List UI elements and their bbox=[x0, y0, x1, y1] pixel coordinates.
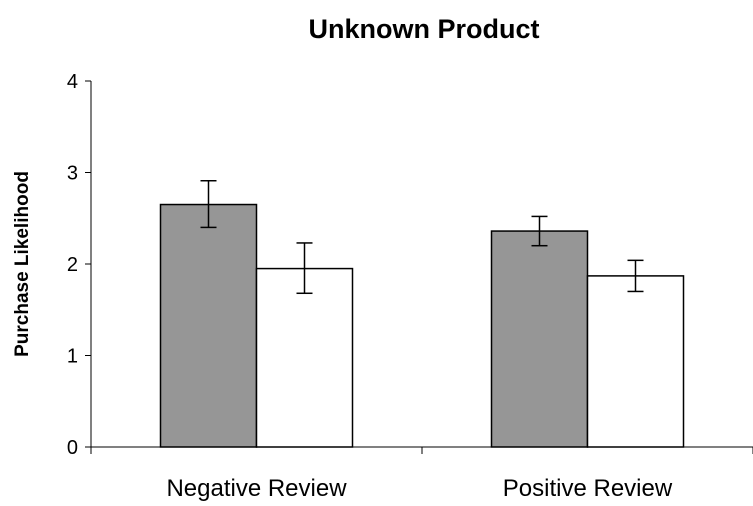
bar-series1-cat2 bbox=[490, 230, 589, 448]
y-axis-label: Purchase Likelihood bbox=[12, 171, 33, 357]
y-ticks: 0 1 2 3 4 bbox=[67, 71, 91, 459]
error-bars bbox=[200, 179, 644, 295]
bar-series2-cat1 bbox=[255, 267, 354, 448]
y-tick-label: 1 bbox=[67, 346, 78, 368]
bar-series1-cat1 bbox=[159, 203, 258, 448]
chart-title: Unknown Product bbox=[309, 14, 540, 44]
category-label-2: Positive Review bbox=[503, 475, 673, 502]
y-tick-label: 2 bbox=[67, 254, 78, 276]
category-labels: Negative Review Positive Review bbox=[166, 475, 672, 502]
x-ticks bbox=[90, 447, 753, 454]
bar-series2-cat2 bbox=[586, 275, 685, 448]
bars bbox=[159, 203, 685, 448]
y-tick-label: 3 bbox=[67, 163, 78, 185]
category-label-1: Negative Review bbox=[166, 475, 347, 502]
y-tick-label: 0 bbox=[67, 437, 78, 459]
y-tick-label: 4 bbox=[67, 71, 78, 93]
